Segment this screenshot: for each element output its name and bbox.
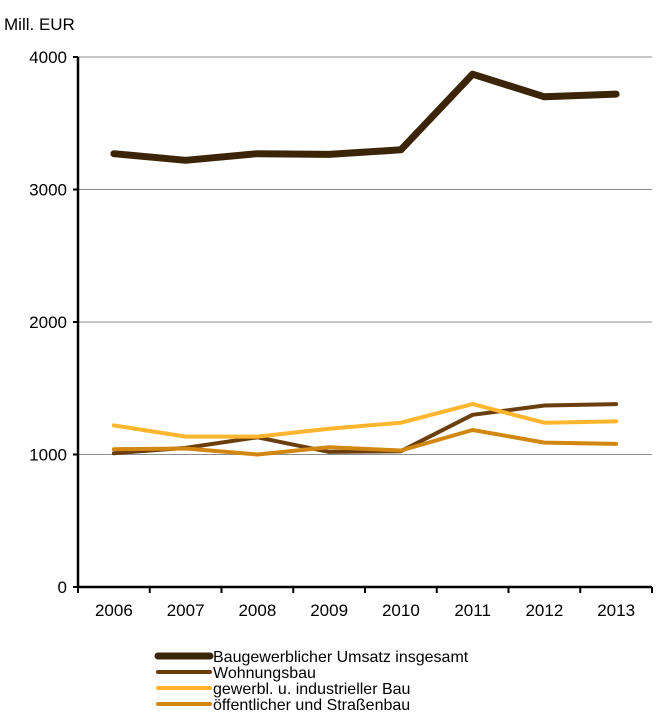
series-line-4 — [111, 428, 619, 457]
x-tick-label: 2009 — [310, 601, 348, 620]
x-tick-label: 2012 — [525, 601, 563, 620]
series-line-2 — [111, 402, 619, 456]
y-tick-label: 2000 — [29, 313, 67, 332]
y-axis-ticks: 0 1000 2000 3000 4000 — [29, 48, 78, 597]
y-axis-unit-label: Mill. EUR — [4, 15, 75, 34]
y-tick-label: 1000 — [29, 446, 67, 465]
y-tick-label: 0 — [58, 578, 67, 597]
x-tick-label: 2008 — [238, 601, 276, 620]
x-axis-ticks: 2006 2007 2008 2009 2010 2011 2012 2013 — [77, 587, 653, 620]
y-tick-label: 3000 — [29, 181, 67, 200]
gridlines — [78, 56, 652, 455]
y-tick-label: 4000 — [29, 48, 67, 67]
legend-label-4: öffentlicher und Straßenbau — [213, 697, 410, 714]
x-tick-label: 2010 — [382, 601, 420, 620]
x-tick-label: 2013 — [597, 601, 635, 620]
series-lines — [110, 70, 620, 457]
legend-label-2: Wohnungsbau — [213, 665, 316, 682]
x-tick-label: 2006 — [95, 601, 133, 620]
x-tick-label: 2011 — [454, 601, 491, 620]
legend-label-3: gewerbl. u. industrieller Bau — [213, 681, 410, 698]
series-line-3 — [111, 402, 619, 439]
legend-label-1: Baugewerblicher Umsatz insgesamt — [213, 649, 469, 666]
series-line-1 — [110, 70, 620, 164]
legend: Baugewerblicher Umsatz insgesamtWohnungs… — [154, 649, 469, 714]
x-tick-label: 2007 — [167, 601, 205, 620]
